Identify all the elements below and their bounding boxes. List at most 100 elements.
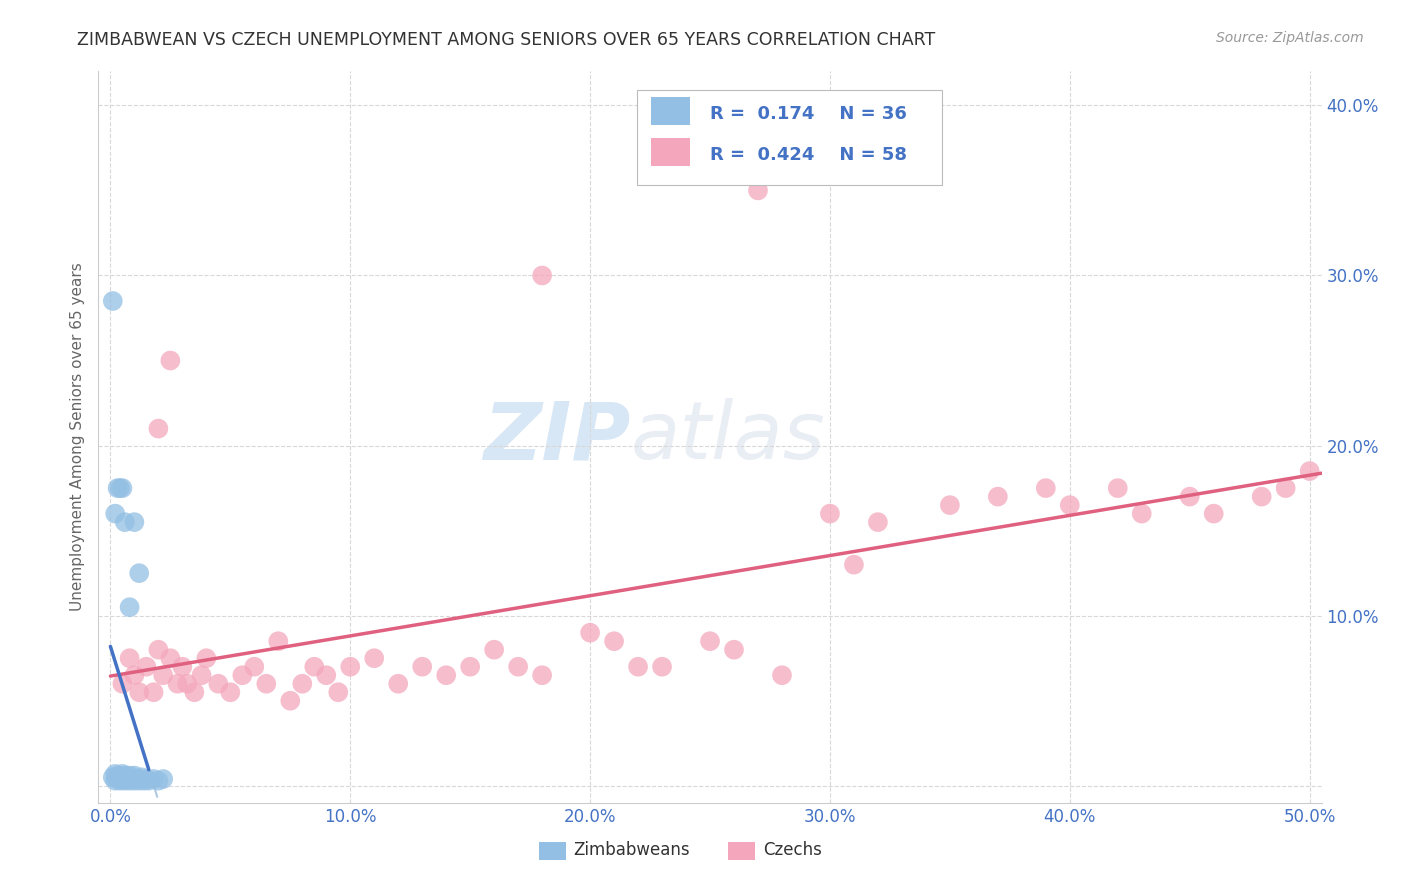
Point [118, 768, 141, 782]
Point [176, 677, 198, 691]
Point [1250, 490, 1272, 504]
Point [231, 668, 253, 682]
Point [114, 773, 136, 788]
Point [1298, 464, 1320, 478]
Point [1202, 507, 1225, 521]
Point [866, 515, 889, 529]
Point [315, 668, 337, 682]
FancyBboxPatch shape [538, 841, 565, 860]
Point [304, 659, 326, 673]
Point [339, 659, 361, 673]
Point [114, 515, 136, 529]
Point [108, 773, 131, 788]
Text: R =  0.174    N = 36: R = 0.174 N = 36 [710, 104, 907, 123]
Point [107, 772, 129, 786]
Point [254, 677, 277, 691]
Point [723, 642, 745, 657]
Point [111, 481, 134, 495]
Point [770, 668, 793, 682]
Point [124, 768, 146, 782]
Point [818, 507, 841, 521]
Point [124, 515, 146, 529]
Point [195, 651, 218, 665]
Point [411, 659, 433, 673]
Point [434, 668, 457, 682]
Point [603, 634, 626, 648]
Point [207, 677, 229, 691]
Point [128, 773, 150, 788]
Point [101, 293, 124, 308]
Point [278, 694, 301, 708]
Text: R =  0.424    N = 58: R = 0.424 N = 58 [710, 146, 907, 164]
Point [651, 659, 673, 673]
Point [291, 677, 314, 691]
Point [1059, 498, 1081, 512]
Point [531, 668, 554, 682]
Point [363, 651, 385, 665]
Point [152, 772, 174, 786]
Point [125, 772, 148, 786]
Point [111, 677, 134, 691]
Point [111, 772, 134, 786]
Point [111, 767, 134, 781]
Point [219, 685, 242, 699]
Point [531, 268, 554, 283]
Point [118, 600, 141, 615]
Point [104, 773, 127, 788]
Y-axis label: Unemployment Among Seniors over 65 years: Unemployment Among Seniors over 65 years [69, 263, 84, 611]
Point [458, 659, 481, 673]
Text: Source: ZipAtlas.com: Source: ZipAtlas.com [1216, 31, 1364, 45]
Point [104, 507, 127, 521]
Point [190, 668, 212, 682]
Point [132, 773, 155, 788]
Point [104, 767, 127, 781]
Point [138, 773, 160, 788]
Point [148, 773, 170, 788]
Text: ZIP: ZIP [484, 398, 630, 476]
Point [482, 642, 505, 657]
Point [124, 773, 146, 788]
Point [135, 772, 157, 786]
Point [118, 773, 141, 788]
FancyBboxPatch shape [651, 96, 690, 125]
Point [183, 685, 205, 699]
Point [128, 685, 150, 699]
Point [1035, 481, 1057, 495]
Point [842, 558, 865, 572]
Point [115, 772, 138, 786]
Point [1130, 507, 1153, 521]
Point [166, 677, 188, 691]
Point [121, 772, 143, 786]
Point [172, 659, 194, 673]
Point [159, 353, 181, 368]
Point [124, 668, 146, 682]
FancyBboxPatch shape [651, 138, 690, 167]
Point [747, 183, 769, 197]
Point [627, 659, 650, 673]
Point [267, 634, 290, 648]
Point [152, 668, 174, 682]
Point [159, 651, 181, 665]
Point [508, 659, 530, 673]
Point [108, 481, 131, 495]
Point [243, 659, 266, 673]
FancyBboxPatch shape [637, 90, 942, 185]
Point [107, 481, 129, 495]
Point [108, 770, 131, 784]
Point [939, 498, 962, 512]
Point [115, 770, 138, 784]
Point [142, 685, 165, 699]
Point [1107, 481, 1129, 495]
Point [107, 768, 129, 782]
Point [142, 772, 165, 786]
Point [101, 770, 124, 784]
Point [579, 625, 602, 640]
Point [131, 770, 153, 784]
Point [114, 768, 136, 782]
Point [387, 677, 409, 691]
Point [135, 659, 157, 673]
Text: ZIMBABWEAN VS CZECH UNEMPLOYMENT AMONG SENIORS OVER 65 YEARS CORRELATION CHART: ZIMBABWEAN VS CZECH UNEMPLOYMENT AMONG S… [77, 31, 935, 49]
FancyBboxPatch shape [728, 841, 755, 860]
Text: atlas: atlas [630, 398, 825, 476]
Point [148, 642, 170, 657]
